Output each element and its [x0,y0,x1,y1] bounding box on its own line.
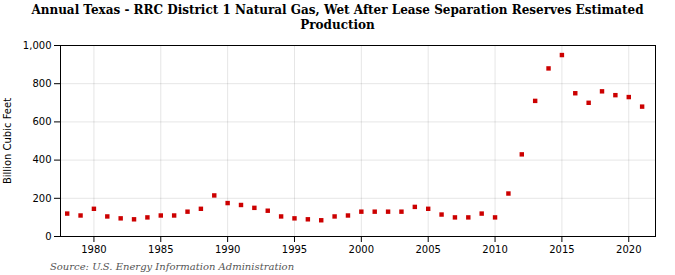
svg-text:1995: 1995 [282,244,307,255]
svg-text:200: 200 [32,193,51,204]
html-text:Source: U.S. Energy Informatio: Source: U.S. Energy Information Administ… [50,261,295,272]
svg-text:0: 0 [45,231,51,242]
svg-text:Billion Cubic Feet: Billion Cubic Feet [2,98,13,184]
html-text:Annual Texas - RRC District 1: Annual Texas - RRC District 1 Natural Ga… [31,3,644,32]
svg-text:2020: 2020 [616,244,641,255]
svg-text:1990: 1990 [215,244,240,255]
svg-text:2010: 2010 [482,244,507,255]
svg-text:400: 400 [32,154,51,165]
svg-text:1980: 1980 [81,244,106,255]
svg-text:2015: 2015 [549,244,574,255]
svg-text:600: 600 [32,116,51,127]
svg-text:800: 800 [32,78,51,89]
svg-text:2000: 2000 [349,244,374,255]
svg-text:1985: 1985 [148,244,173,255]
svg-text:2005: 2005 [415,244,440,255]
svg-text:1,000: 1,000 [23,40,52,51]
